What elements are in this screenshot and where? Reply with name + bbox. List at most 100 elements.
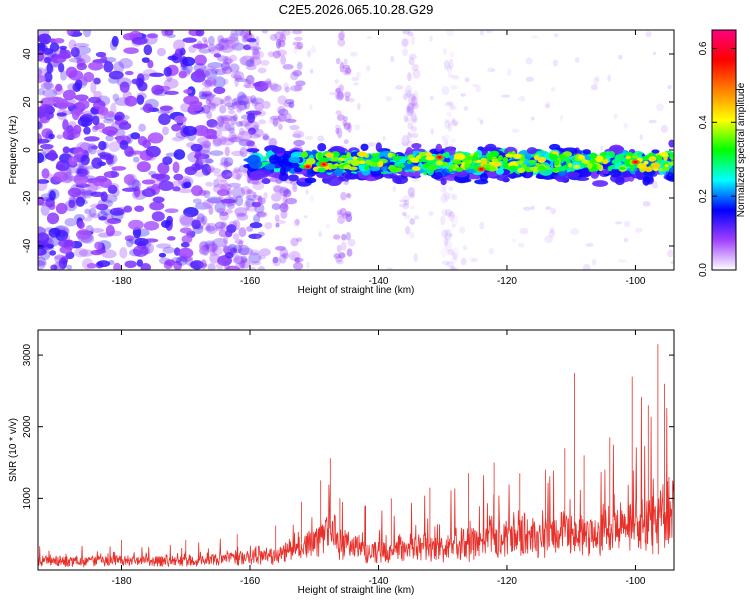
spectrogram-cell bbox=[402, 30, 410, 35]
spectrogram-cell bbox=[336, 91, 344, 101]
spectrogram-cell bbox=[371, 153, 379, 158]
spectrogram-cell bbox=[386, 96, 392, 102]
spectrogram-cell bbox=[263, 192, 268, 200]
spectrogram-cell bbox=[60, 70, 68, 81]
spectrogram-cell bbox=[254, 102, 264, 112]
spectrogram-cell bbox=[448, 186, 454, 192]
spectrogram-cell bbox=[212, 76, 226, 89]
spectrogram-cell bbox=[365, 65, 371, 72]
spectrogram-cell bbox=[343, 122, 351, 131]
spectrogram-cell bbox=[485, 30, 493, 34]
spectrogram-cell bbox=[59, 246, 73, 254]
spectrogram-cell bbox=[402, 202, 410, 210]
spectrogram-cell bbox=[411, 63, 419, 72]
spectrogram-cell bbox=[235, 212, 246, 218]
spectrogram-cell bbox=[277, 113, 287, 122]
spectrogram-cell bbox=[230, 72, 237, 79]
spectrogram-cell bbox=[83, 126, 91, 135]
spectrogram-cell bbox=[157, 162, 170, 175]
spectrogram-cell bbox=[248, 267, 257, 270]
spectrogram-cell bbox=[217, 35, 224, 44]
spectrogram-cell bbox=[413, 215, 420, 220]
spectrogram-cell bbox=[284, 86, 290, 93]
spectrogram-cell bbox=[345, 213, 353, 223]
spectrogram-cell bbox=[40, 116, 48, 124]
spectrogram-cell bbox=[441, 86, 450, 96]
spectrogram-cell bbox=[338, 84, 344, 93]
spectrogram-cell bbox=[108, 70, 124, 80]
spectrogram-cell bbox=[201, 158, 214, 164]
spectrogram-cell bbox=[218, 229, 227, 238]
spectrogram-cell bbox=[194, 162, 205, 170]
spectrogram-cell bbox=[198, 90, 205, 95]
spectrogram-cell bbox=[208, 46, 221, 55]
spectrogram-cell bbox=[444, 209, 453, 217]
spectrogram-cell bbox=[219, 37, 230, 43]
spectrogram-cell bbox=[444, 138, 449, 148]
spectrogram-cell bbox=[207, 62, 223, 69]
spectrogram-ytick-label: -40 bbox=[22, 238, 33, 253]
spectrogram-cell bbox=[335, 255, 343, 263]
spectrogram-cell bbox=[600, 145, 604, 151]
spectrogram-cell bbox=[294, 45, 303, 50]
spectrogram-cell bbox=[246, 148, 260, 153]
spectrogram-cell bbox=[406, 89, 411, 99]
spectrogram-cell bbox=[124, 146, 135, 157]
spectrogram-cell bbox=[246, 37, 257, 43]
spectrogram-cell bbox=[291, 30, 303, 35]
spectrogram-cell bbox=[364, 165, 370, 171]
spectrogram-cell bbox=[411, 102, 420, 110]
spectrogram-cell bbox=[642, 176, 650, 186]
spectrogram-cell bbox=[272, 117, 279, 127]
spectrogram-cell bbox=[246, 225, 253, 232]
spectrogram-cell bbox=[416, 154, 422, 160]
spectrogram-cell bbox=[206, 222, 218, 235]
spectrogram-cell bbox=[443, 237, 448, 247]
spectrogram-cell bbox=[294, 218, 300, 226]
spectrogram-cell bbox=[220, 138, 235, 146]
spectrogram-cell bbox=[142, 139, 151, 149]
spectrogram-cell bbox=[439, 182, 447, 193]
spectrogram-cell bbox=[343, 116, 348, 122]
spectrogram-cell bbox=[94, 241, 103, 250]
spectrogram-cell bbox=[136, 92, 147, 101]
spectrogram-cell bbox=[200, 93, 216, 98]
spectrogram-cell bbox=[445, 239, 453, 252]
snr-xtick-label: -140 bbox=[368, 576, 388, 587]
spectrogram-cell bbox=[407, 102, 415, 114]
spectrogram-cell bbox=[387, 152, 393, 158]
spectrogram-cell bbox=[280, 55, 287, 65]
spectrogram-cell bbox=[279, 253, 287, 264]
spectrogram-cell bbox=[111, 166, 127, 171]
spectrogram-cell bbox=[221, 255, 227, 264]
spectrogram-cell bbox=[157, 109, 171, 115]
spectrogram-cell bbox=[410, 205, 414, 210]
spectrogram-cell bbox=[224, 264, 231, 270]
spectrogram-cell bbox=[196, 213, 205, 223]
spectrogram-cell bbox=[74, 94, 89, 101]
spectrogram-cell bbox=[371, 166, 381, 172]
spectrogram-cell bbox=[178, 71, 187, 79]
spectrogram-ytick-label: -20 bbox=[22, 190, 33, 205]
spectrogram-cell bbox=[255, 110, 267, 117]
spectrogram-cell bbox=[443, 59, 451, 70]
spectrogram-cell bbox=[207, 43, 217, 52]
spectrogram-cell bbox=[38, 226, 47, 238]
spectrogram-cell bbox=[209, 167, 221, 174]
spectrogram-cell bbox=[401, 141, 409, 147]
spectrogram-cell bbox=[292, 183, 298, 193]
spectrogram-cell bbox=[463, 106, 469, 111]
spectrogram-cell bbox=[404, 225, 411, 235]
spectrogram-cell bbox=[335, 127, 340, 135]
spectrogram-cell bbox=[86, 165, 96, 170]
spectrogram-cell bbox=[202, 86, 211, 95]
spectrogram-cell bbox=[68, 57, 83, 63]
spectrogram-cell bbox=[114, 206, 127, 216]
spectrogram-cell bbox=[411, 166, 421, 171]
spectrogram-cell bbox=[254, 81, 269, 92]
spectrogram-cell bbox=[137, 81, 148, 92]
spectrogram-cell bbox=[185, 166, 198, 172]
spectrogram-cell bbox=[590, 84, 598, 91]
spectrogram-cell bbox=[63, 49, 71, 59]
spectrogram-cell bbox=[484, 143, 497, 152]
